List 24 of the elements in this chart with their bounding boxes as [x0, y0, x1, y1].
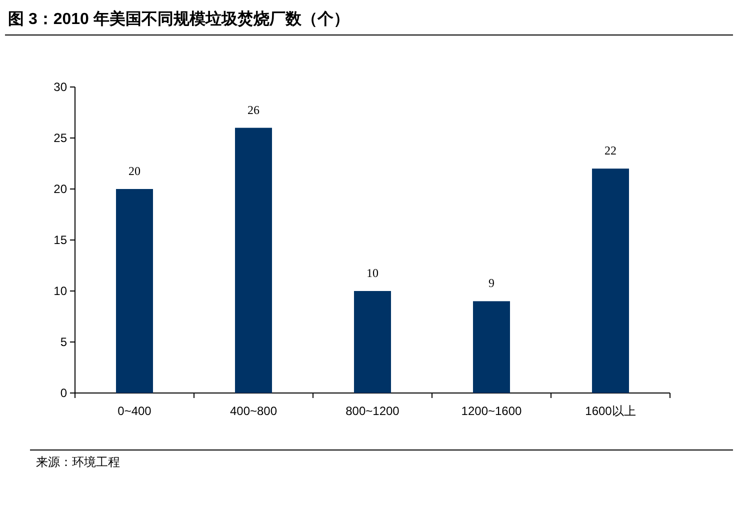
- x-tick-label: 1200~1600: [461, 404, 522, 418]
- data-label: 9: [488, 276, 494, 290]
- y-tick-label: 30: [54, 80, 68, 94]
- bar: [592, 168, 629, 393]
- x-tick-label: 400~800: [230, 404, 278, 418]
- bar: [235, 128, 272, 393]
- y-tick-label: 20: [54, 182, 68, 196]
- source-note: 来源：环境工程: [36, 455, 120, 469]
- x-tick-label: 0~400: [118, 404, 152, 418]
- bar: [473, 301, 510, 393]
- data-label: 22: [604, 144, 616, 158]
- bar: [354, 291, 391, 393]
- title: 图 3：2010 年美国不同规模垃圾焚烧厂数（个）: [8, 11, 350, 28]
- data-label: 26: [248, 102, 260, 117]
- y-tick-label: 15: [54, 233, 68, 247]
- x-tick-label: 800~1200: [346, 404, 400, 418]
- x-tick-label: 1600以上: [585, 404, 636, 418]
- y-tick-label: 0: [60, 386, 68, 400]
- bar: [116, 189, 153, 393]
- y-tick-label: 5: [60, 335, 68, 349]
- data-label: 20: [128, 164, 140, 178]
- y-tick-label: 25: [54, 131, 68, 145]
- data-label: 10: [366, 266, 378, 280]
- y-tick-label: 10: [54, 284, 68, 298]
